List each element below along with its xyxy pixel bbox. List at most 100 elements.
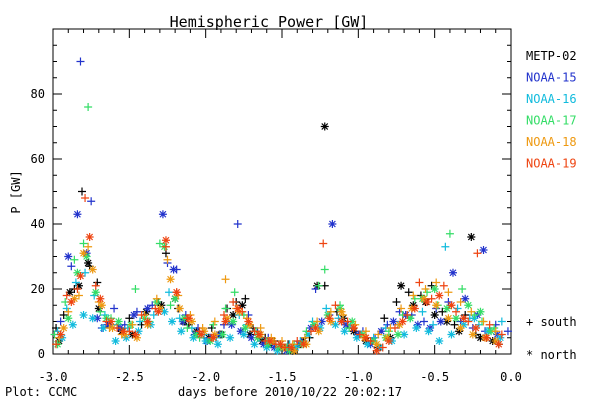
point-noaa-15-north (129, 311, 138, 319)
point-noaa-16-north (177, 327, 186, 336)
point-noaa-17-north (253, 333, 262, 342)
point-noaa-15-north (436, 317, 445, 326)
point-noaa-19-north (119, 327, 128, 336)
legend-item-noaa-18: NOAA-18 (526, 135, 577, 149)
point-noaa-15-north (328, 220, 337, 228)
point-noaa-19-south (250, 327, 259, 336)
point-noaa-19-south (427, 294, 436, 303)
x-tick-label: -1.5 (268, 370, 297, 384)
point-noaa-18-south (467, 307, 476, 316)
point-noaa-15-north (493, 330, 502, 339)
point-metp-02-north (245, 330, 254, 339)
point-noaa-16-north (79, 311, 88, 319)
point-noaa-16-north (273, 346, 282, 355)
point-noaa-19-north (325, 314, 334, 323)
point-noaa-19-north (233, 304, 242, 313)
point-noaa-18-north (166, 275, 175, 284)
point-noaa-17-south (221, 304, 230, 313)
point-noaa-19-south (497, 330, 506, 339)
point-noaa-16-north (435, 337, 444, 345)
point-metp-02-north (94, 304, 103, 313)
point-noaa-17-north (442, 304, 451, 313)
point-noaa-18-south (374, 330, 383, 339)
point-noaa-18-south (313, 317, 322, 326)
point-noaa-18-south (128, 320, 137, 329)
point-noaa-19-north (372, 346, 381, 355)
point-noaa-17-north (64, 314, 73, 323)
y-tick-label: 0 (38, 347, 45, 361)
point-noaa-19-north (265, 337, 274, 345)
point-noaa-16-north (88, 314, 97, 323)
point-noaa-17-north (394, 330, 403, 339)
data-points (50, 57, 512, 355)
point-noaa-18-south (74, 291, 83, 300)
point-noaa-18-north (120, 330, 129, 339)
point-noaa-18-north (59, 324, 68, 332)
point-noaa-16-north (189, 333, 198, 342)
point-noaa-15-north (93, 314, 102, 323)
y-tick-label: 80 (31, 87, 45, 101)
point-noaa-16-north (68, 320, 77, 329)
point-noaa-17-south (458, 285, 467, 293)
point-noaa-18-north (79, 249, 88, 258)
point-noaa-18-south (444, 288, 453, 297)
point-noaa-19-north (172, 288, 181, 297)
point-noaa-15-south (110, 304, 119, 313)
point-noaa-19-south (366, 337, 375, 345)
point-noaa-17-north (91, 288, 100, 297)
point-noaa-19-north (398, 317, 407, 326)
point-noaa-16-north (111, 337, 120, 345)
point-noaa-16-north (316, 324, 325, 332)
point-noaa-17-north (73, 268, 82, 277)
point-noaa-15-north (178, 317, 187, 326)
point-noaa-16-north (134, 327, 143, 336)
point-noaa-18-south (300, 333, 309, 342)
point-metp-02-north (157, 301, 166, 310)
point-noaa-19-south (91, 281, 100, 290)
point-noaa-15-north (413, 320, 422, 329)
point-noaa-15-north (247, 333, 256, 342)
point-metp-02-north (476, 333, 485, 342)
point-metp-02-north (467, 233, 476, 241)
point-metp-02-north (238, 301, 247, 310)
point-noaa-16-north (201, 337, 210, 345)
point-metp-02-north (142, 307, 151, 316)
point-noaa-16-north (99, 324, 108, 332)
point-noaa-18-south (456, 298, 465, 306)
point-noaa-19-north (337, 317, 346, 326)
point-noaa-15-north (377, 327, 386, 336)
point-metp-02-south (450, 320, 459, 329)
point-noaa-18-north (395, 320, 404, 329)
point-noaa-18-north (108, 324, 117, 332)
legend-item-noaa-19: NOAA-19 (526, 157, 577, 171)
point-noaa-17-north (82, 252, 91, 261)
point-noaa-17-north (285, 346, 294, 355)
point-noaa-15-north (143, 304, 152, 313)
point-metp-02-north (430, 311, 439, 319)
point-noaa-18-south (432, 278, 441, 287)
point-metp-02-south (392, 298, 401, 306)
point-noaa-18-north (468, 330, 477, 339)
point-noaa-19-south (331, 301, 340, 310)
point-noaa-15-north (158, 210, 167, 219)
point-noaa-16-north (496, 333, 505, 342)
point-noaa-17-north (114, 317, 123, 326)
point-noaa-16-south (149, 311, 158, 319)
point-metp-02-south (78, 187, 87, 196)
point-noaa-15-south (67, 262, 76, 271)
point-noaa-16-north (226, 333, 235, 342)
point-noaa-18-north (245, 320, 254, 329)
point-noaa-19-north (107, 317, 116, 326)
point-noaa-19-north (494, 340, 503, 349)
point-noaa-19-north (244, 317, 253, 326)
point-noaa-18-north (132, 333, 141, 342)
point-noaa-18-north (210, 330, 219, 339)
point-noaa-18-south (152, 294, 161, 303)
point-noaa-15-south (56, 317, 65, 326)
point-noaa-17-south (96, 307, 105, 316)
point-noaa-19-north (287, 343, 296, 352)
point-metp-02-north (409, 301, 418, 310)
x-axis-label: days before 2010/10/22 20:02:17 (178, 385, 402, 399)
point-noaa-17-south (70, 255, 79, 264)
